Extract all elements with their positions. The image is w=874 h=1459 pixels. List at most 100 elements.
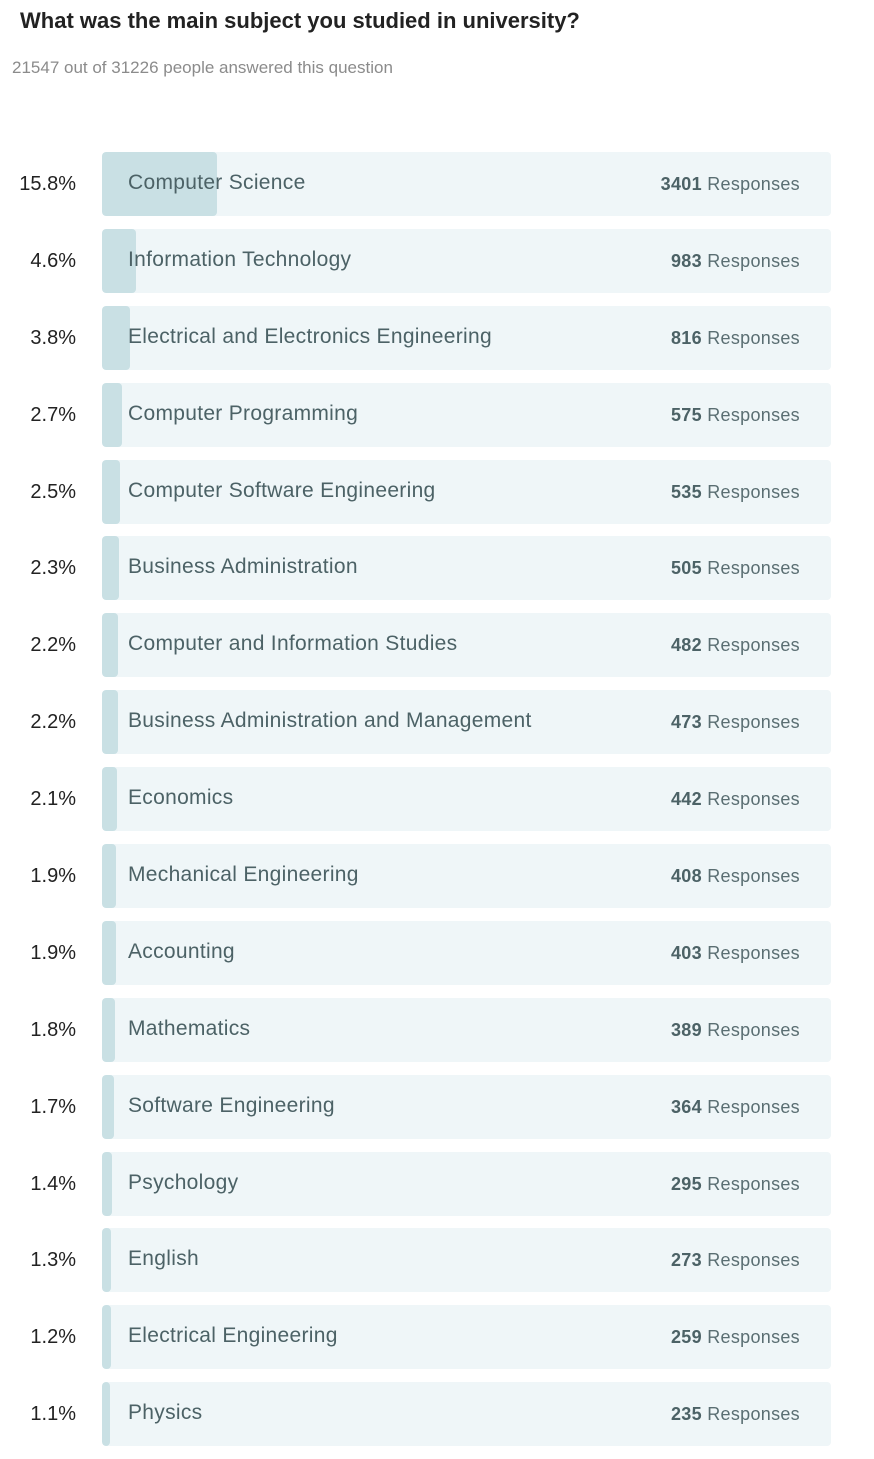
count-value: 235: [670, 1404, 702, 1425]
count-value: 482: [670, 635, 702, 656]
count-value: 295: [670, 1173, 702, 1194]
bar-fill: [102, 1151, 113, 1216]
response-count: 482 Responses: [671, 613, 800, 677]
percent-label: 1.9%: [30, 865, 76, 888]
result-row: 2.7% Computer Programming 575 Responses: [0, 382, 874, 447]
response-count: 273 Responses: [671, 1228, 800, 1292]
result-row: 2.2% Business Administration and Managem…: [0, 690, 874, 755]
bar-track: Electrical Engineering 259 Responses: [102, 1305, 831, 1370]
bar-track: Information Technology 983 Responses: [102, 228, 831, 293]
result-row: 2.1% Economics 442 Responses: [0, 767, 874, 832]
bar-track: Physics 235 Responses: [102, 1382, 831, 1447]
bar-track: English 273 Responses: [102, 1228, 831, 1293]
count-value: 535: [670, 481, 702, 502]
bar-fill: [102, 1074, 115, 1139]
bar-fill: [102, 767, 118, 832]
results-list: 15.8% Computer Science 3401 Responses 4.…: [0, 152, 874, 1459]
response-count: 535 Responses: [671, 460, 800, 524]
count-value: 403: [670, 942, 702, 963]
responses-word: Responses: [707, 789, 800, 810]
category-label: Electrical Engineering: [128, 1324, 338, 1348]
response-count: 389 Responses: [671, 998, 800, 1062]
percent-label: 1.1%: [30, 1403, 76, 1426]
responses-word: Responses: [707, 1327, 800, 1348]
responses-word: Responses: [707, 404, 800, 425]
bar-fill: [102, 844, 116, 909]
bar-track: Electrical and Electronics Engineering 8…: [102, 305, 831, 370]
response-count: 442 Responses: [671, 767, 800, 831]
responses-word: Responses: [707, 327, 800, 348]
count-value: 408: [670, 866, 702, 887]
percent-label: 2.7%: [30, 403, 76, 426]
result-row: 1.3% English 273 Responses: [0, 1228, 874, 1293]
bar-track: Business Administration and Management 4…: [102, 690, 831, 755]
bar-fill: [102, 690, 119, 755]
question-title: What was the main subject you studied in…: [20, 8, 580, 33]
bar-track: Mathematics 389 Responses: [102, 997, 831, 1062]
category-label: Software Engineering: [128, 1093, 335, 1117]
responses-word: Responses: [707, 712, 800, 733]
bar-track: Software Engineering 364 Responses: [102, 1074, 831, 1139]
category-label: Computer and Information Studies: [128, 632, 458, 656]
responses-word: Responses: [707, 1173, 800, 1194]
bar-fill: [102, 152, 218, 216]
bar-fill: [102, 1228, 112, 1293]
response-count: 505 Responses: [671, 536, 800, 600]
bar-fill: [102, 228, 136, 293]
responses-word: Responses: [707, 1019, 800, 1040]
response-count: 983 Responses: [671, 229, 800, 293]
bar-fill: [102, 536, 119, 601]
count-value: 983: [670, 250, 702, 271]
response-count: 364 Responses: [671, 1075, 800, 1139]
count-value: 505: [670, 558, 702, 579]
answered-count: 21547 out of 31226 people answered this …: [12, 58, 393, 77]
result-row: 3.8% Electrical and Electronics Engineer…: [0, 305, 874, 370]
result-row: 4.6% Information Technology 983 Response…: [0, 228, 874, 293]
category-label: Psychology: [128, 1170, 239, 1194]
percent-label: 1.4%: [30, 1172, 76, 1195]
bar-track: Computer and Information Studies 482 Res…: [102, 613, 831, 678]
result-row: 1.7% Software Engineering 364 Responses: [0, 1074, 874, 1139]
category-label: Electrical and Electronics Engineering: [128, 324, 492, 348]
count-value: 259: [670, 1327, 702, 1348]
responses-word: Responses: [707, 635, 800, 656]
bar-fill: [102, 920, 116, 985]
category-label: Economics: [128, 786, 234, 810]
bar-fill: [102, 459, 121, 524]
count-value: 364: [670, 1096, 702, 1117]
result-row: 1.9% Accounting 403 Responses: [0, 920, 874, 985]
percent-label: 1.9%: [30, 941, 76, 964]
bar-track: Accounting 403 Responses: [102, 920, 831, 985]
result-row: 1.2% Electrical Engineering 259 Response…: [0, 1305, 874, 1370]
percent-label: 15.8%: [19, 173, 76, 195]
responses-word: Responses: [707, 558, 800, 579]
result-row: 15.8% Computer Science 3401 Responses: [0, 152, 874, 216]
responses-word: Responses: [707, 1250, 800, 1271]
percent-label: 4.6%: [30, 249, 76, 272]
percent-label: 2.2%: [30, 634, 76, 657]
category-label: Physics: [128, 1401, 203, 1425]
bar-track: Mechanical Engineering 408 Responses: [102, 844, 831, 909]
responses-word: Responses: [707, 866, 800, 887]
bar-fill: [102, 382, 122, 447]
count-value: 816: [670, 327, 702, 348]
bar-fill: [102, 1305, 111, 1370]
response-count: 816 Responses: [671, 306, 800, 370]
response-count: 235 Responses: [671, 1382, 800, 1446]
responses-word: Responses: [707, 1404, 800, 1425]
result-row: 2.3% Business Administration 505 Respons…: [0, 536, 874, 601]
percent-label: 1.8%: [30, 1018, 76, 1041]
count-value: 273: [670, 1250, 702, 1271]
category-label: Business Administration and Management: [128, 709, 532, 733]
percent-label: 2.3%: [30, 557, 76, 580]
percent-label: 1.7%: [30, 1095, 76, 1118]
bar-track: Computer Programming 575 Responses: [102, 382, 831, 447]
percent-label: 2.1%: [30, 788, 76, 811]
category-label: Information Technology: [128, 247, 352, 271]
percent-label: 1.2%: [30, 1326, 76, 1349]
count-value: 473: [670, 712, 702, 733]
response-count: 3401 Responses: [661, 152, 800, 216]
responses-word: Responses: [707, 942, 800, 963]
responses-word: Responses: [707, 250, 800, 271]
result-row: 2.5% Computer Software Engineering 535 R…: [0, 459, 874, 524]
